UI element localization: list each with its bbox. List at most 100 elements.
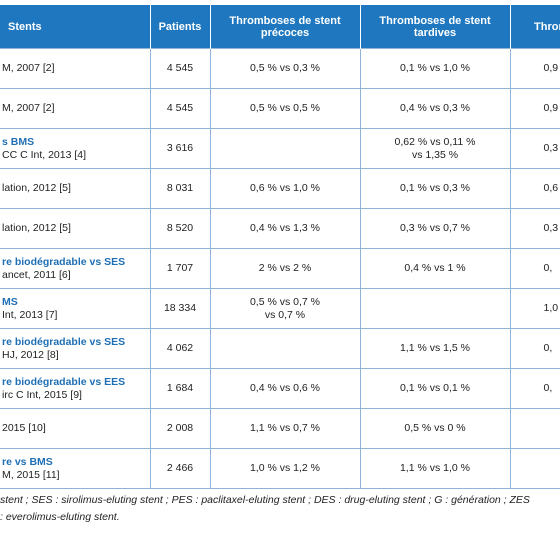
stent-reference: lation, 2012 [5] — [2, 182, 71, 194]
other-value: 0,9 — [543, 102, 559, 114]
late-cell: 0,5 % vs 0 % — [359, 408, 511, 449]
stent-cell: re vs BMS M, 2015 [11] — [0, 448, 151, 489]
cell-line: 0,1 % vs 0,3 % — [399, 182, 471, 194]
cell-line: 0,62 % vs 0,11 % — [394, 135, 476, 148]
stent-cell: s BMS CC C Int, 2013 [4] — [0, 128, 151, 169]
patients-cell: 4 545 — [149, 88, 211, 129]
stent-reference: Int, 2013 [7] — [2, 308, 58, 321]
other-cell — [509, 408, 560, 449]
patients-cell: 1 707 — [149, 248, 211, 289]
other-cell: 0,3 — [509, 208, 560, 249]
table-row: MS Int, 2013 [7] 18 334 0,5 % vs 0,7 % vs 0,… — [0, 288, 560, 329]
patients-cell: 8 031 — [149, 168, 211, 209]
other-cell: 0, — [509, 248, 560, 289]
cell-line: vs 1,35 % — [411, 148, 459, 161]
stent-type: MS — [2, 295, 18, 308]
stent-reference: irc C Int, 2015 [9] — [2, 388, 82, 401]
other-cell: 0,6 — [509, 168, 560, 209]
early-cell: 0,4 % vs 1,3 % — [209, 208, 361, 249]
early-cell: 0,5 % vs 0,7 % vs 0,7 % — [209, 288, 361, 329]
other-cell: 0,9 — [509, 88, 560, 129]
header-cell: Patients — [150, 5, 211, 49]
late-cell: 0,62 % vs 0,11 % vs 1,35 % — [359, 128, 511, 169]
stent-reference: M, 2007 [2] — [2, 62, 55, 74]
header-cell: Thromb tr — [510, 5, 560, 49]
table-row: re biodégradable vs SES HJ, 2012 [8] 4 062… — [0, 328, 560, 369]
stent-cell: MS Int, 2013 [7] — [0, 288, 151, 329]
cell-line: 0,1 % vs 0,1 % — [399, 382, 471, 394]
other-value: 0,6 — [543, 182, 559, 194]
early-cell — [209, 128, 361, 169]
stent-cell: lation, 2012 [5] — [0, 168, 151, 209]
other-value: 1,0 — [543, 302, 559, 314]
early-cell: 0,6 % vs 1,0 % — [209, 168, 361, 209]
stent-reference: M, 2007 [2] — [2, 102, 55, 114]
other-value: 0,3 — [543, 222, 559, 234]
footnote-line: stent ; SES : sirolimus-eluting stent ; … — [0, 494, 530, 506]
stent-reference: HJ, 2012 [8] — [2, 348, 59, 361]
early-cell: 0,4 % vs 0,6 % — [209, 368, 361, 409]
cell-line: 0,5 % vs 0 % — [404, 422, 466, 434]
late-cell: 0,3 % vs 0,7 % — [359, 208, 511, 249]
patients-cell: 3 616 — [149, 128, 211, 169]
stent-cell: re biodégradable vs EES irc C Int, 2015 [… — [0, 368, 151, 409]
table-wrap: Stents Patients Thromboses de stent précoc… — [0, 5, 560, 489]
cell-line: 1,1 % vs 1,5 % — [399, 342, 471, 354]
table-row: re biodégradable vs EES irc C Int, 2015 [… — [0, 368, 560, 409]
stent-cell: re biodégradable vs SES ancet, 2011 [6] — [0, 248, 151, 289]
stent-cell: M, 2007 [2] — [0, 48, 151, 89]
table-row: M, 2007 [2] 4 545 0,5 % vs 0,5 % 0,4 % vs 0… — [0, 88, 560, 129]
cell-line: 0,4 % vs 0,3 % — [399, 102, 471, 114]
late-cell: 0,1 % vs 0,1 % — [359, 368, 511, 409]
cell-line: 2 % vs 2 % — [258, 262, 312, 274]
patients-cell: 4 062 — [149, 328, 211, 369]
table-row: s BMS CC C Int, 2013 [4] 3 616 0,62 % vs 0,… — [0, 128, 560, 169]
late-cell: 0,4 % vs 0,3 % — [359, 88, 511, 129]
cell-line: 0,4 % vs 1 % — [404, 262, 466, 274]
cell-line: vs 0,7 % — [264, 308, 306, 321]
stent-type: s BMS — [2, 135, 35, 148]
other-cell: 0, — [509, 328, 560, 369]
table-row: re vs BMS M, 2015 [11] 2 466 1,0 % vs 1,2 %… — [0, 448, 560, 489]
patients-cell: 1 684 — [149, 368, 211, 409]
early-cell: 0,5 % vs 0,5 % — [209, 88, 361, 129]
table-body: M, 2007 [2] 4 545 0,5 % vs 0,3 % 0,1 % vs 1… — [0, 48, 560, 489]
header-cell: Stents — [0, 5, 151, 49]
other-value: 0, — [543, 262, 553, 274]
header-row: Stents Patients Thromboses de stent précoc… — [0, 5, 560, 49]
table-row: re biodégradable vs SES ancet, 2011 [6] 1 … — [0, 248, 560, 289]
table-row: lation, 2012 [5] 8 031 0,6 % vs 1,0 % 0,1 %… — [0, 168, 560, 209]
other-value: 0, — [543, 382, 553, 394]
late-cell: 0,1 % vs 0,3 % — [359, 168, 511, 209]
stent-cell: 2015 [10] — [0, 408, 151, 449]
early-cell: 0,5 % vs 0,3 % — [209, 48, 361, 89]
other-value: 0, — [543, 342, 553, 354]
footnote: stent ; SES : sirolimus-eluting stent ; … — [0, 492, 530, 526]
stent-cell: lation, 2012 [5] — [0, 208, 151, 249]
stent-reference: ancet, 2011 [6] — [2, 268, 71, 281]
cell-line: 1,1 % vs 0,7 % — [249, 422, 321, 434]
cell-line: 0,1 % vs 1,0 % — [399, 62, 471, 74]
stent-cell: re biodégradable vs SES HJ, 2012 [8] — [0, 328, 151, 369]
cell-line: 0,3 % vs 0,7 % — [399, 222, 471, 234]
stent-reference: lation, 2012 [5] — [2, 222, 71, 234]
other-value: 0,3 — [543, 142, 559, 154]
patients-cell: 18 334 — [149, 288, 211, 329]
other-cell — [509, 448, 560, 489]
late-cell: 1,1 % vs 1,0 % — [359, 448, 511, 489]
stent-type: re vs BMS — [2, 455, 53, 468]
stent-type: re biodégradable vs EES — [2, 375, 126, 388]
stent-reference: 2015 [10] — [2, 422, 46, 434]
cell-line: 0,4 % vs 1,3 % — [249, 222, 321, 234]
early-cell: 1,0 % vs 1,2 % — [209, 448, 361, 489]
patients-cell: 8 520 — [149, 208, 211, 249]
footnote-line: : everolimus-eluting stent. — [0, 511, 120, 523]
table: Stents Patients Thromboses de stent précoc… — [0, 5, 560, 489]
other-cell: 0, — [509, 368, 560, 409]
table-row: lation, 2012 [5] 8 520 0,4 % vs 1,3 % 0,3 %… — [0, 208, 560, 249]
late-cell: 0,4 % vs 1 % — [359, 248, 511, 289]
header-cell: Thromboses de stent précoces — [210, 5, 361, 49]
other-cell: 0,9 — [509, 48, 560, 89]
cell-line: 0,5 % vs 0,5 % — [249, 102, 321, 114]
